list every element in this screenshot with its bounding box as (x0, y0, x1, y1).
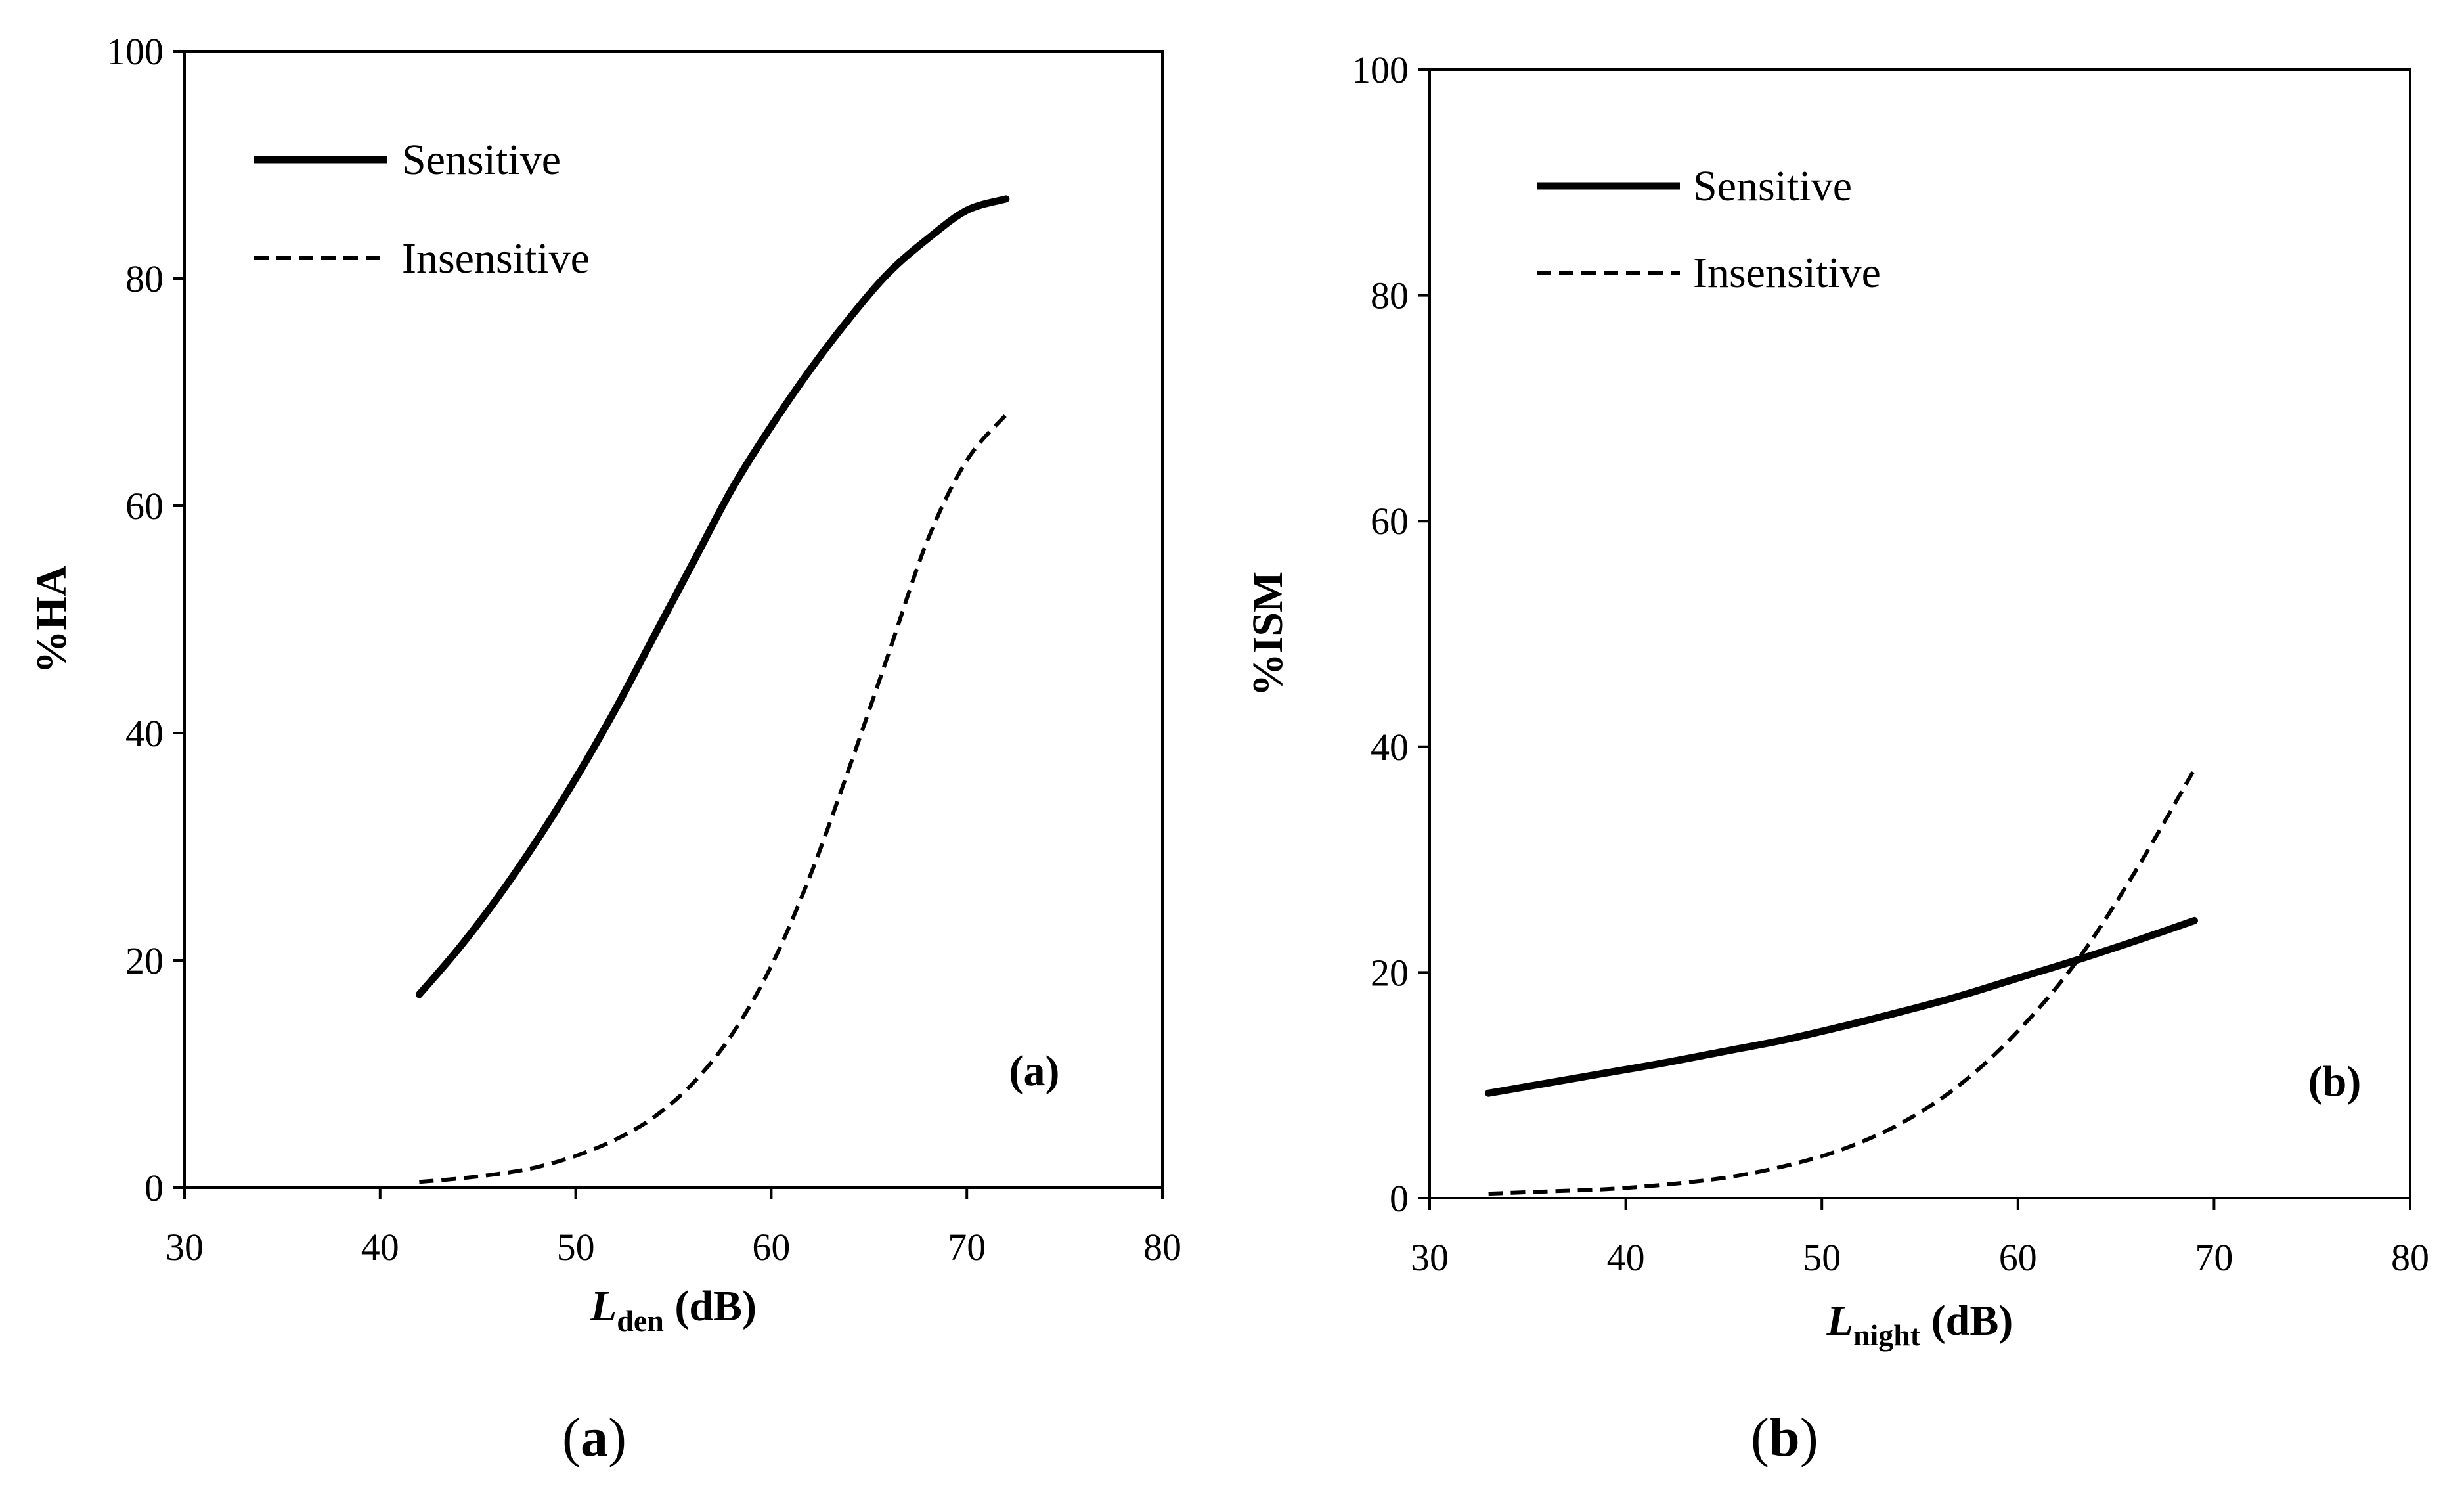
x-tick-label: 30 (1411, 1236, 1449, 1279)
y-tick-label: 20 (1371, 951, 1409, 994)
x-tick-label: 50 (1803, 1236, 1841, 1279)
caption-a-letter: a (580, 1407, 608, 1468)
y-tick-label: 0 (1390, 1177, 1409, 1220)
x-axis-label-b: Lnight (dB) (1826, 1297, 2013, 1352)
x-tick-label: 60 (752, 1226, 790, 1268)
x-axis-label-sub-b: night (1853, 1318, 1921, 1352)
caption-b-close: ) (1799, 1407, 1818, 1468)
series-line-sensitive (1485, 916, 2198, 1097)
y-tick-label: 60 (125, 485, 164, 527)
x-tick-label: 50 (557, 1226, 595, 1268)
y-tick-label: 40 (125, 712, 164, 755)
series-group-a (415, 195, 1010, 1184)
x-tick-label: 40 (361, 1226, 399, 1268)
x-axis-label-unit-b: (dB) (1920, 1297, 2013, 1345)
chart-panel-a: 0 20 40 60 80 100 30 40 50 60 70 80 Sensitive Inse… (28, 30, 1181, 1337)
x-tick-labels-b: 30 40 50 60 70 80 (1411, 1236, 2429, 1279)
series-line-insensitive (419, 413, 1008, 1184)
chart-panel-b: 0 20 40 60 80 100 30 40 50 60 70 80 Sensitive Inse… (1244, 49, 2429, 1352)
caption-a-close: ) (607, 1407, 627, 1468)
tick-marks-a (173, 50, 1164, 1199)
x-tick-labels-a: 30 40 50 60 70 80 (165, 1226, 1181, 1268)
x-axis-label-main-a: L (590, 1282, 617, 1330)
tick-marks-b (1418, 68, 2411, 1210)
panel-label-b: (b) (2308, 1058, 2362, 1106)
x-tick-label: 60 (1999, 1236, 2037, 1279)
legend-label-sensitive: Sensitive (402, 136, 561, 184)
y-tick-labels-a: 0 20 40 60 80 100 (106, 30, 164, 1209)
y-tick-label: 80 (125, 258, 164, 300)
x-tick-label: 80 (1143, 1226, 1181, 1268)
caption-b-open: ( (1751, 1407, 1769, 1468)
x-axis-label-unit-a: (dB) (664, 1282, 757, 1330)
x-tick-label: 70 (948, 1226, 986, 1268)
x-tick-label: 30 (165, 1226, 204, 1268)
caption-b-letter: b (1769, 1407, 1800, 1468)
y-tick-label: 60 (1371, 500, 1409, 543)
legend-label-sensitive: Sensitive (1693, 162, 1852, 210)
x-tick-label: 70 (2195, 1236, 2233, 1279)
y-axis-label-b: %ISM (1244, 571, 1292, 697)
y-tick-labels-b: 0 20 40 60 80 100 (1352, 49, 1409, 1220)
legend-b: Sensitive Insensitive (1537, 162, 1881, 297)
x-axis-label-a: Lden (dB) (590, 1282, 757, 1337)
series-line-insensitive (1488, 768, 2197, 1196)
caption-a-open: ( (562, 1407, 581, 1468)
legend-label-insensitive: Insensitive (1693, 249, 1881, 297)
legend-label-insensitive: Insensitive (402, 235, 590, 282)
plot-area-frame-b (1428, 68, 2411, 1199)
panel-label-a: (a) (1009, 1047, 1060, 1095)
x-tick-label: 80 (2391, 1236, 2429, 1279)
series-line-sensitive (415, 195, 1010, 998)
y-tick-label: 100 (106, 30, 164, 73)
x-axis-label-main-b: L (1826, 1297, 1853, 1345)
y-tick-label: 20 (125, 939, 164, 982)
y-axis-label-a: %HA (28, 565, 76, 673)
series-group-b (1485, 768, 2198, 1196)
legend-a: Sensitive Insensitive (254, 136, 590, 282)
x-axis-label-sub-a: den (617, 1304, 664, 1337)
x-tick-label: 40 (1607, 1236, 1645, 1279)
caption-a: (a) (562, 1406, 627, 1469)
y-tick-label: 100 (1352, 49, 1409, 91)
y-tick-label: 40 (1371, 726, 1409, 769)
y-tick-label: 80 (1371, 275, 1409, 317)
y-tick-label: 0 (144, 1167, 164, 1209)
caption-b: (b) (1751, 1406, 1818, 1469)
plot-area-frame-a (183, 50, 1164, 1189)
